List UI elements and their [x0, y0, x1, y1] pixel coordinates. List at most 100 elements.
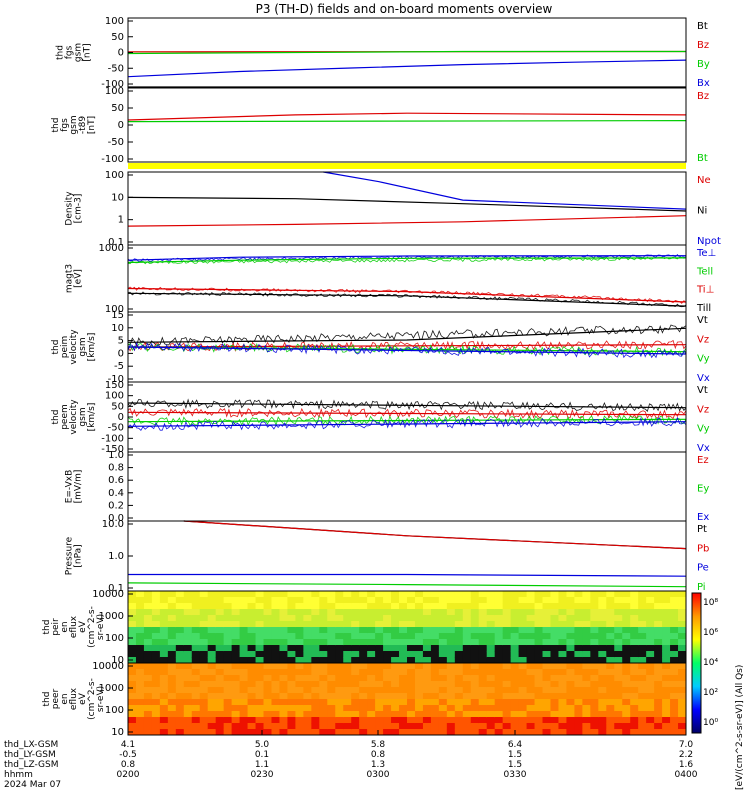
spectrogram-cell — [414, 597, 424, 604]
spectrogram-cell — [239, 717, 249, 724]
spectrogram-cell — [422, 675, 432, 682]
spectrogram-cell — [638, 645, 647, 652]
spectrogram-cell — [255, 639, 265, 646]
spectrogram-cell — [279, 657, 288, 664]
spectrogram-cell — [470, 633, 480, 640]
spectrogram-cell — [391, 717, 400, 724]
spectrogram-cell — [638, 681, 647, 688]
spectrogram-cell — [359, 723, 368, 730]
spectrogram-cell — [662, 711, 671, 718]
spectrogram-cell — [303, 615, 312, 622]
spectrogram-cell — [550, 705, 559, 712]
spectrogram-cell — [526, 669, 536, 676]
spectrogram-cell — [430, 693, 440, 700]
spectrogram-cell — [502, 717, 512, 724]
spectrogram-cell — [638, 693, 647, 700]
spectrogram-cell — [510, 633, 520, 640]
spectrogram-cell — [446, 621, 456, 628]
spectrogram-cell — [375, 633, 384, 640]
spectrogram-cell — [558, 729, 567, 736]
series-noise-Tell — [127, 256, 687, 265]
spectrogram-cell — [646, 693, 655, 700]
y-label-line: en — [60, 621, 70, 632]
spectrogram-cell — [367, 627, 376, 634]
spectrogram-cell — [582, 645, 591, 652]
spectrogram-cell — [383, 687, 392, 694]
spectrogram-cell — [486, 651, 496, 658]
spectrogram-cell — [526, 597, 536, 604]
spectrogram-cell — [574, 675, 583, 682]
spectrogram-cell — [462, 621, 472, 628]
spectrogram-cell — [128, 693, 137, 700]
spectrogram-cell — [566, 717, 575, 724]
spectrogram-cell — [670, 651, 679, 658]
legend-Te⊥: Te⊥ — [696, 248, 716, 259]
y-tick-label: -100 — [101, 433, 124, 444]
spectrogram-cell — [470, 717, 480, 724]
spectrogram-cell — [407, 711, 416, 718]
spectrogram-cell — [295, 729, 304, 736]
spectrogram-cell — [247, 621, 257, 628]
spectrogram-cell — [183, 639, 193, 646]
spectrogram-cell — [287, 627, 296, 634]
spectrogram-cell — [510, 651, 520, 658]
spectrogram-cell — [383, 663, 392, 670]
spectrogram-cell — [271, 729, 280, 736]
spectrogram-cell — [327, 729, 336, 736]
spectrogram-cell — [678, 651, 687, 658]
spectrogram-cell — [135, 657, 145, 664]
spectrogram-cell — [271, 693, 280, 700]
spectrogram-cell — [494, 597, 504, 604]
spectrogram-cell — [486, 687, 496, 694]
y-axis-label: thd fgs gsm [nT] — [56, 43, 93, 62]
spectrogram-cell — [526, 693, 536, 700]
spectrogram-cell — [383, 669, 392, 676]
spectrogram-cell — [470, 675, 480, 682]
spectrogram-cell — [438, 597, 448, 604]
spectrogram-cell — [343, 645, 352, 652]
spectrogram-cell — [678, 603, 687, 610]
spectrogram-cell — [199, 717, 209, 724]
spectrogram-cell — [407, 639, 416, 646]
spectrogram-cell — [582, 699, 591, 706]
spectrogram-cell — [670, 639, 679, 646]
spectrogram-cell — [399, 603, 408, 610]
panel-frame — [127, 451, 687, 522]
y-tick-label: -50 — [108, 63, 124, 74]
spectrogram-cell — [383, 717, 392, 724]
x-tick-label: 1.1 — [255, 760, 269, 770]
spectrogram-cell — [279, 651, 288, 658]
spectrogram-cell — [606, 591, 615, 598]
spectrogram-cell — [494, 729, 504, 736]
spectrogram-cell — [574, 603, 583, 610]
spectrogram-cell — [343, 597, 352, 604]
spectrogram-cell — [207, 687, 217, 694]
spectrogram-cell — [191, 717, 201, 724]
spectrogram-cell — [606, 621, 615, 628]
spectrogram-cell — [287, 609, 296, 616]
spectrogram-cell — [590, 633, 599, 640]
spectrogram-cell — [399, 609, 408, 616]
spectrogram-cell — [383, 729, 392, 736]
spectrogram-cell — [319, 615, 328, 622]
spectrogram-cell — [582, 615, 591, 622]
spectrogram-cell — [558, 723, 567, 730]
spectrogram-cell — [223, 723, 233, 730]
spectrogram-cell — [622, 621, 631, 628]
y-label-line: magt3 — [65, 264, 75, 293]
spectrogram-cell — [534, 687, 544, 694]
spectrogram-cell — [231, 669, 241, 676]
spectrogram-cell — [271, 687, 280, 694]
spectrogram-cell — [630, 723, 639, 730]
y-tick-label: 100 — [105, 391, 124, 402]
spectrogram-cell — [327, 645, 336, 652]
spectrogram-cell — [128, 687, 137, 694]
spectrogram-cell — [454, 693, 464, 700]
spectrogram-cell — [279, 591, 288, 598]
spectrogram-cell — [454, 609, 464, 616]
spectrogram-cell — [502, 591, 512, 598]
spectrogram-cell — [630, 651, 639, 658]
spectrogram-cell — [143, 633, 153, 640]
spectrogram-cell — [391, 603, 400, 610]
